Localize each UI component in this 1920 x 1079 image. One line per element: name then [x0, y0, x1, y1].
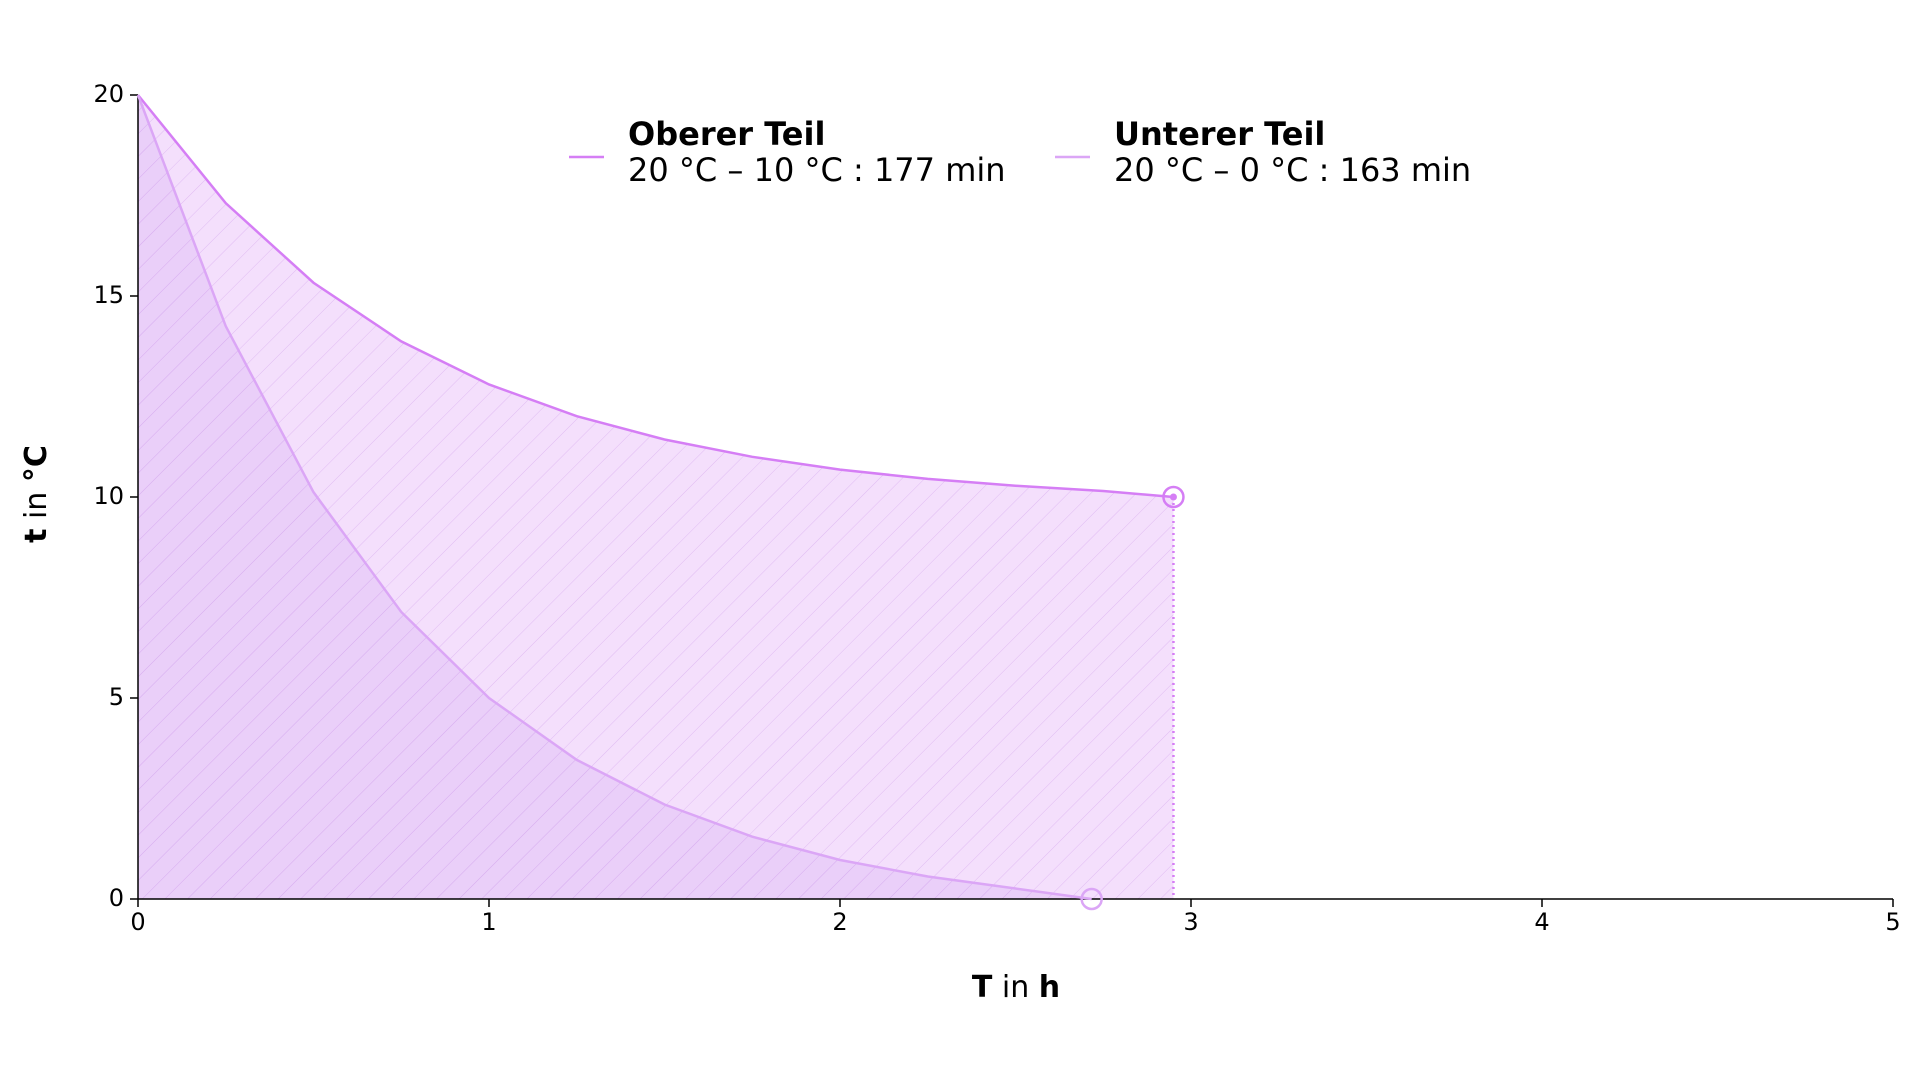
y-label-unit: °C: [19, 445, 54, 482]
legend-description: 20 °C – 0 °C : 163 min: [1114, 151, 1471, 189]
end-marker: [1080, 887, 1103, 911]
y-label-in: in: [19, 492, 54, 519]
legend-name: Unterer Teil: [1114, 115, 1325, 153]
y-label-var: t: [19, 529, 54, 543]
x-tick-label: 3: [1183, 908, 1198, 936]
x-label-in: in: [1002, 970, 1029, 1005]
end-dot: [1169, 493, 1177, 501]
y-tick-label: 20: [93, 80, 124, 108]
x-tick-label: 5: [1885, 908, 1900, 936]
x-tick-label: 2: [832, 908, 847, 936]
legend-description: 20 °C – 10 °C : 177 min: [628, 151, 1006, 189]
legend-name: Oberer Teil: [628, 115, 825, 153]
area-hatch: [138, 95, 1092, 899]
y-tick-label: 10: [93, 482, 124, 510]
y-tick-label: 0: [109, 884, 124, 912]
x-tick-label: 0: [130, 908, 145, 936]
x-tick-label: 1: [481, 908, 496, 936]
x-label-unit: h: [1039, 970, 1060, 1005]
y-tick-label: 5: [109, 683, 124, 711]
line: [136, 94, 1092, 901]
areas: [138, 95, 1174, 899]
end-marker: [1162, 485, 1185, 509]
y-tick-label: 15: [93, 281, 124, 309]
x-label-var: T: [972, 970, 993, 1005]
x-axis-label: T in h: [972, 970, 1060, 1005]
x-tick-label: 4: [1534, 908, 1549, 936]
y-axis-label: t in °C: [19, 445, 54, 543]
line: [137, 94, 1174, 499]
